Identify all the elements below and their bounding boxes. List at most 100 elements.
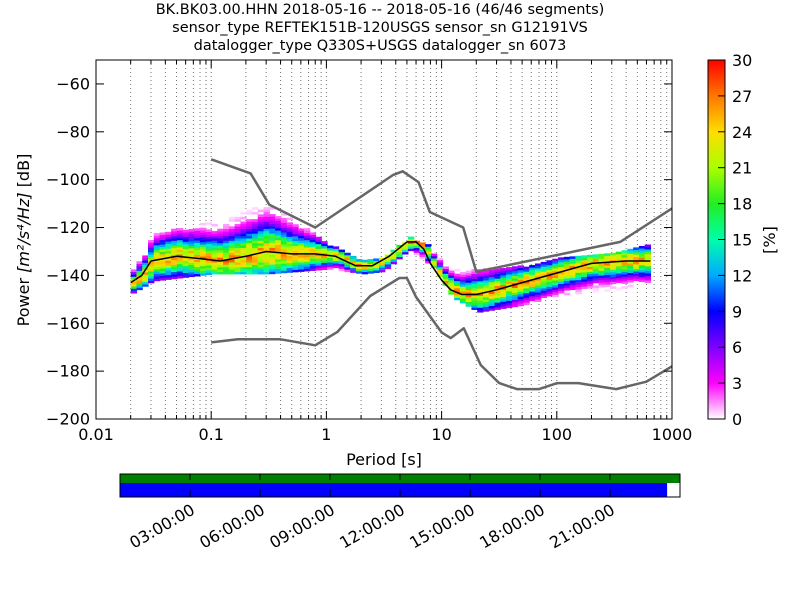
heatmap-cell [477,297,484,301]
heatmap-cell [165,260,172,264]
heatmap-cell [171,245,178,249]
heatmap-cell [529,289,536,292]
heatmap-cell [390,254,397,258]
heatmap-cell [269,250,276,253]
heatmap-cell [529,269,536,273]
heatmap-cell [263,209,270,213]
heatmap-cell [263,228,270,232]
heatmap-cell [523,281,530,284]
heatmap-cell [604,284,611,288]
heatmap-cell [586,273,594,277]
heatmap-cell [569,258,576,262]
heatmap-cell [615,251,623,255]
heatmap-cell [523,278,530,282]
x-tick-label: 10 [431,425,451,444]
heatmap-cell [471,300,478,303]
heatmap-cell [228,255,236,258]
heatmap-cell [142,255,149,259]
heatmap-cell [275,242,282,245]
heatmap-cell [511,266,519,269]
heatmap-cell [638,257,646,261]
heatmap-cell [176,263,184,267]
heatmap-cell [234,271,242,275]
heatmap-cell [581,262,588,266]
heatmap-cell [286,267,293,271]
heatmap-cell [246,269,253,273]
heatmap-cell [211,247,218,251]
colorbar-ticks: 0 3 6 9 12 15 18 21 24 27 30 [718,51,752,429]
heatmap-cell [552,287,559,291]
heatmap-cell [436,271,444,275]
heatmap-cell [246,250,253,253]
heatmap-cell [529,296,536,299]
heatmap-cell [575,277,582,280]
heatmap-cell [275,220,282,224]
heatmap-cell [171,262,178,265]
heatmap-cell [286,231,293,235]
heatmap-cell [205,260,213,264]
heatmap-cell [142,284,149,287]
heatmap-cell [338,266,345,269]
heatmap-cell [217,264,224,268]
heatmap-cell [644,249,652,252]
heatmap-cell [269,245,276,248]
heatmap-cell [344,267,351,270]
heatmap-cell [217,228,224,232]
heatmap-cell [234,262,242,265]
heatmap-cell [176,247,184,250]
heatmap-cell [396,244,403,248]
heatmap-cell [171,235,178,239]
heatmap-cell [586,276,594,279]
heatmap-cell [419,242,426,246]
heatmap-cell [575,282,582,285]
heatmap-cell [159,232,166,236]
heatmap-cell [153,273,161,277]
heatmap-cell [436,267,444,270]
heatmap-cell [511,273,519,277]
heatmap-cell [500,268,507,271]
heatmap-cell [280,237,288,240]
heatmap-cell [581,255,588,258]
heatmap-cell [517,277,524,280]
heatmap-cell [638,269,646,273]
heatmap-cell [500,280,507,283]
heatmap-cell [263,214,270,217]
heatmap-cell [546,269,553,273]
heatmap-cell [280,253,288,257]
heatmap-cell [581,281,588,285]
heatmap-cell [211,238,218,241]
heatmap-cell [402,247,409,250]
heatmap-cell [384,256,392,260]
heatmap-cell [471,290,478,294]
heatmap-cell [361,262,369,265]
heatmap-cell [558,288,565,292]
heatmap-cell [327,252,334,256]
heatmap-cell [199,244,207,248]
heatmap-cell [575,255,582,259]
y-axis-label: Power [m²/s⁴/Hz] [dB] [14,154,33,327]
heatmap-cell [223,247,230,251]
heatmap-cell [586,264,594,267]
heatmap-cell [148,247,155,250]
heatmap-cell [171,250,178,253]
heatmap-cell [223,233,230,237]
heatmap-cell [148,273,155,277]
heatmap-cell [257,269,265,273]
heatmap-cell [621,274,628,277]
heatmap-cell [615,263,623,267]
heatmap-cell [465,280,473,283]
heatmap-cell [459,281,467,285]
heatmap-cell [315,260,322,264]
heatmap-cell [240,233,247,237]
heatmap-cell [511,290,519,293]
heatmap-cell [148,256,155,260]
heatmap-cell [546,284,553,287]
heatmap-cell [471,281,478,284]
heatmap-cell [511,271,519,274]
heatmap-cell [211,231,218,234]
heatmap-cell [407,243,415,247]
heatmap-cell [223,252,230,256]
heatmap-cell [136,285,143,288]
heatmap-cell [251,255,259,258]
heatmap-cell [176,230,184,234]
